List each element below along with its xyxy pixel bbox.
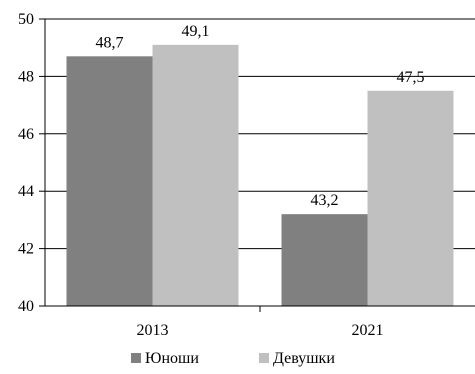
axes-layer xyxy=(39,18,475,312)
labels-layer: 40 42 44 46 48 50 48,7 49,1 2013 43,2 47,5 2021 xyxy=(18,11,425,339)
bars-layer xyxy=(66,44,454,307)
legend: Юноши Девушки xyxy=(131,350,335,367)
data-label: 49,1 xyxy=(182,23,210,40)
x-tick-label: 2021 xyxy=(352,322,384,339)
data-label: 48,7 xyxy=(96,34,124,51)
y-tick-label: 48 xyxy=(18,68,34,85)
legend-swatch xyxy=(259,353,269,363)
y-tick-label: 44 xyxy=(18,183,34,200)
legend-label: Юноши xyxy=(145,350,199,367)
data-label: 43,2 xyxy=(311,192,339,209)
data-label: 47,5 xyxy=(397,69,425,86)
x-tick-label: 2013 xyxy=(137,322,169,339)
bar-series2-2013 xyxy=(152,44,239,307)
bar-series1-2021 xyxy=(281,214,368,306)
bar-series2-2021 xyxy=(367,90,454,306)
y-tick-label: 46 xyxy=(18,126,34,143)
y-tick-label: 40 xyxy=(18,298,34,315)
y-tick-label: 50 xyxy=(18,11,34,28)
legend-label: Девушки xyxy=(273,350,335,367)
bar-series1-2013 xyxy=(66,56,153,307)
legend-swatch xyxy=(131,353,141,363)
y-tick-label: 42 xyxy=(18,241,34,258)
